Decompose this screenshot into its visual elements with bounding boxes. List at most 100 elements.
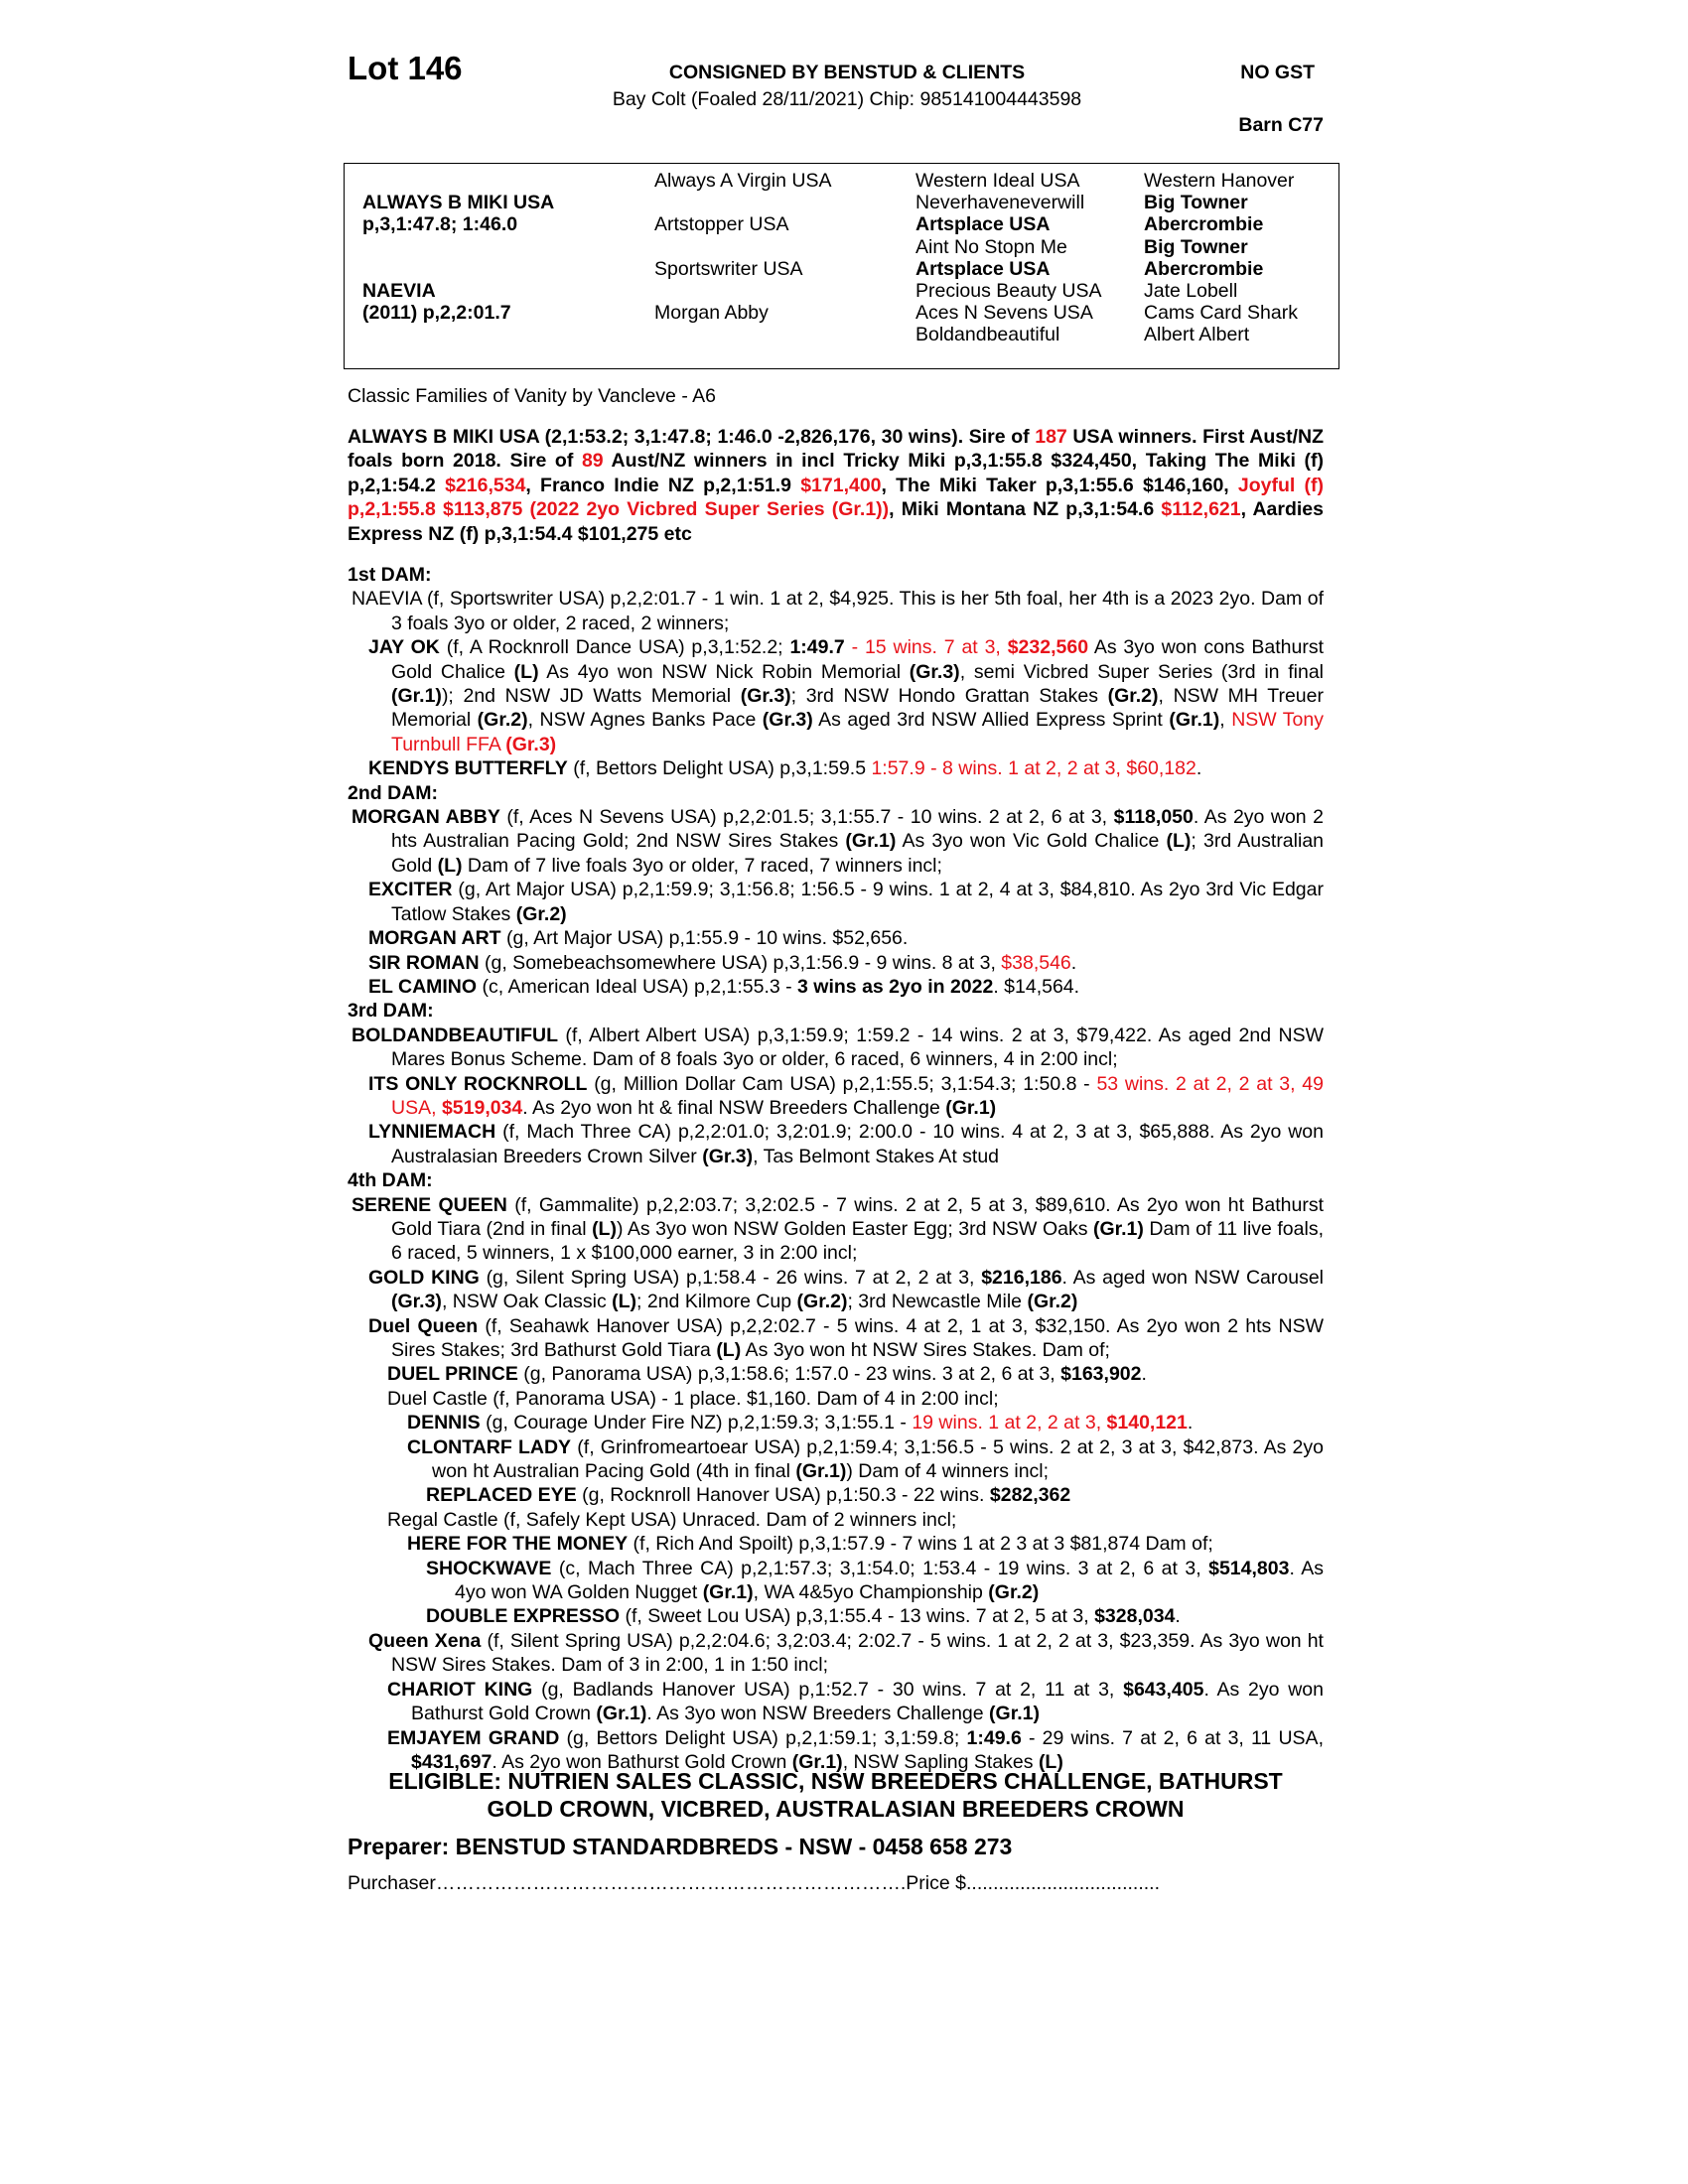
pedigree-col2-entry: Artstopper USA xyxy=(654,213,789,236)
text-run: , Aardies Express NZ (f) p,3,1:54.4 $101… xyxy=(348,498,1324,545)
pedigree-entry: DUEL PRINCE (g, Panorama USA) p,3,1:58.6… xyxy=(348,1362,1324,1386)
text-run: - 29 wins. 7 at 2, 6 at 3, 11 USA, xyxy=(1021,1726,1324,1749)
text-run: (Gr.2) xyxy=(988,1581,1040,1604)
text-run: $38,546 xyxy=(1001,951,1071,974)
text-run: , WA 4&5yo Championship xyxy=(753,1581,989,1604)
text-run: , Tas Belmont Stakes At stud xyxy=(753,1145,1000,1167)
text-run: EXCITER xyxy=(368,879,453,901)
text-run: Duel Castle (f, Panorama USA) - 1 place.… xyxy=(387,1387,999,1410)
pedigree-col2-entry: Always A Virgin USA xyxy=(654,170,832,192)
pedigree-entry: HERE FOR THE MONEY (f, Rich And Spoilt) … xyxy=(348,1532,1324,1556)
family-line: Classic Families of Vanity by Vancleve -… xyxy=(348,385,717,407)
text-run: $118,050 xyxy=(1113,806,1194,829)
pedigree-col4-entry: Big Towner xyxy=(1144,235,1248,258)
text-run: $514,803 xyxy=(1208,1557,1290,1579)
text-run: As 3yo won Vic Gold Chalice xyxy=(896,830,1167,853)
text-run: (L) xyxy=(1038,1750,1063,1773)
text-run: (f, Grinfromeartoear USA) p,2,1:59.4; 3,… xyxy=(432,1435,1325,1483)
text-run: 3 wins as 2yo in 2022 xyxy=(797,975,994,998)
text-run: (Gr.1) xyxy=(391,685,442,708)
pedigree-entry: SIR ROMAN (g, Somebeachsomewhere USA) p,… xyxy=(348,951,1324,975)
text-run: $328,034 xyxy=(1094,1605,1176,1628)
text-run: (g, Art Major USA) p,2,1:59.9; 3,1:56.8;… xyxy=(391,879,1324,925)
text-run: 1:49.6 xyxy=(966,1726,1022,1749)
gst-status: NO GST xyxy=(1240,62,1315,83)
text-run: (g, Bettors Delight USA) p,2,1:59.1; 3,1… xyxy=(559,1726,967,1749)
text-run: ITS ONLY ROCKNROLL xyxy=(368,1072,588,1095)
text-run: (g, Somebeachsomewhere USA) p,3,1:56.9 -… xyxy=(479,951,1002,974)
pedigree-col3-entry: Western Ideal USA xyxy=(915,170,1080,192)
text-run: (f, Silent Spring USA) p,2,2:04.6; 3,2:0… xyxy=(391,1629,1324,1677)
pedigree-entry: REPLACED EYE (g, Rocknroll Hanover USA) … xyxy=(348,1483,1324,1507)
text-run: 2nd DAM: xyxy=(348,781,438,804)
pedigree-entry: LYNNIEMACH (f, Mach Three CA) p,2,2:01.0… xyxy=(348,1120,1324,1168)
text-run: (L) xyxy=(716,1339,742,1361)
text-run: SERENE QUEEN xyxy=(352,1193,507,1216)
text-run: SIR ROMAN xyxy=(368,951,480,974)
text-run: 53 wins. 2 at 2, 2 at 3, 49 USA, xyxy=(391,1072,1324,1119)
text-run: (Gr.1) xyxy=(845,830,897,853)
pedigree-col4-entry: Big Towner xyxy=(1144,192,1248,214)
text-run: USA winners. First Aust/NZ foals born 20… xyxy=(348,426,1324,473)
text-run: . As 3yo won NSW Breeders Challenge xyxy=(646,1703,990,1725)
text-run: . xyxy=(1141,1363,1147,1386)
text-run: $431,697 xyxy=(411,1750,492,1773)
text-run: . xyxy=(1196,757,1202,780)
text-run: $216,186 xyxy=(981,1266,1062,1289)
text-run: NAEVIA (f, Sportswriter USA) p,2,2:01.7 … xyxy=(352,588,1324,634)
text-run: (Gr.3) xyxy=(505,733,557,755)
pedigree-col4-entry: Abercrombie xyxy=(1144,213,1264,236)
text-run: $643,405 xyxy=(1123,1678,1204,1701)
pedigree-entry: Duel Castle (f, Panorama USA) - 1 place.… xyxy=(348,1387,1324,1411)
pedigree-entry: SERENE QUEEN (f, Gammalite) p,2,2:03.7; … xyxy=(348,1193,1324,1266)
text-run: SHOCKWAVE xyxy=(426,1557,552,1579)
text-run: (Gr.3) xyxy=(762,709,813,732)
pedigree-entry: BOLDANDBEAUTIFUL (f, Albert Albert USA) … xyxy=(348,1024,1324,1072)
text-run: (f, Albert Albert USA) p,3,1:59.9; 1:59.… xyxy=(391,1024,1324,1071)
pedigree-entry: EMJAYEM GRAND (g, Bettors Delight USA) p… xyxy=(348,1726,1324,1775)
text-run: Duel Queen xyxy=(368,1314,479,1337)
text-run: $282,362 xyxy=(989,1484,1071,1507)
text-run: ) As 3yo won NSW Golden Easter Egg; 3rd … xyxy=(616,1217,1093,1240)
text-run: (f, Gammalite) p,2,2:03.7; 3,2:02.5 - 7 … xyxy=(391,1193,1325,1240)
text-run: , NSW Agnes Banks Pace xyxy=(527,709,763,732)
text-run: . xyxy=(1187,1412,1194,1434)
text-run: CHARIOT KING xyxy=(387,1678,533,1701)
text-run: - 15 wins. 7 at 3, xyxy=(844,636,1008,659)
text-run: JAY OK xyxy=(368,636,440,659)
text-run: KENDYS BUTTERFLY xyxy=(368,757,568,780)
text-run: , NSW Sapling Stakes xyxy=(842,1750,1039,1773)
text-run: BOLDANDBEAUTIFUL xyxy=(352,1024,558,1046)
text-run: LYNNIEMACH xyxy=(368,1121,496,1144)
pedigree-entry: Regal Castle (f, Safely Kept USA) Unrace… xyxy=(348,1508,1324,1532)
text-run: . As aged won NSW Carousel xyxy=(1061,1266,1325,1289)
text-run: (g, Courage Under Fire NZ) p,2,1:59.3; 3… xyxy=(480,1412,913,1434)
pedigree-col3-entry: Aces N Sevens USA xyxy=(915,302,1093,325)
purchaser-price-line: Purchaser……………………………………………………………….Price … xyxy=(348,1872,1161,1894)
text-run: As 4yo won NSW Nick Robin Memorial xyxy=(538,660,910,683)
pedigree-entry: EXCITER (g, Art Major USA) p,2,1:59.9; 3… xyxy=(348,878,1324,926)
text-run: ; 3rd Newcastle Mile xyxy=(847,1291,1028,1313)
text-run: (L) xyxy=(513,660,539,683)
text-run: As aged 3rd NSW Allied Express Sprint xyxy=(812,709,1170,732)
pedigree-col3-entry: Aint No Stopn Me xyxy=(915,235,1067,258)
text-run: 1st DAM: xyxy=(348,564,432,586)
text-run: 19 wins. 1 at 2, 2 at 3, xyxy=(912,1412,1107,1434)
text-run: (Gr.2) xyxy=(796,1291,848,1313)
text-run: EMJAYEM GRAND xyxy=(387,1726,560,1749)
text-run: MORGAN ABBY xyxy=(352,806,500,829)
text-run: (f, Seahawk Hanover USA) p,2,2:02.7 - 5 … xyxy=(391,1314,1324,1361)
text-run: (Gr.3) xyxy=(909,660,960,683)
pedigree-col4-entry: Western Hanover xyxy=(1144,170,1295,192)
text-run: ); 2nd NSW JD Watts Memorial xyxy=(441,685,741,708)
text-run: . As 2yo won ht & final NSW Breeders Cha… xyxy=(522,1096,946,1119)
text-run: . xyxy=(1175,1605,1181,1628)
text-run: . As 2yo won Bathurst Gold Crown xyxy=(492,1750,792,1773)
text-run: (c, Mach Three CA) p,2,1:57.3; 3,1:54.0;… xyxy=(551,1557,1209,1579)
pedigree-entry: CHARIOT KING (g, Badlands Hanover USA) p… xyxy=(348,1678,1324,1726)
text-run: Queen Xena xyxy=(368,1629,482,1652)
pedigree-col3-entry: Neverhaveneverwill xyxy=(915,192,1085,214)
sire-paragraph: ALWAYS B MIKI USA (2,1:53.2; 3,1:47.8; 1… xyxy=(348,425,1324,546)
text-run: (f, Sweet Lou USA) p,3,1:55.4 - 13 wins.… xyxy=(620,1605,1095,1628)
barn-number: Barn C77 xyxy=(1238,114,1324,136)
